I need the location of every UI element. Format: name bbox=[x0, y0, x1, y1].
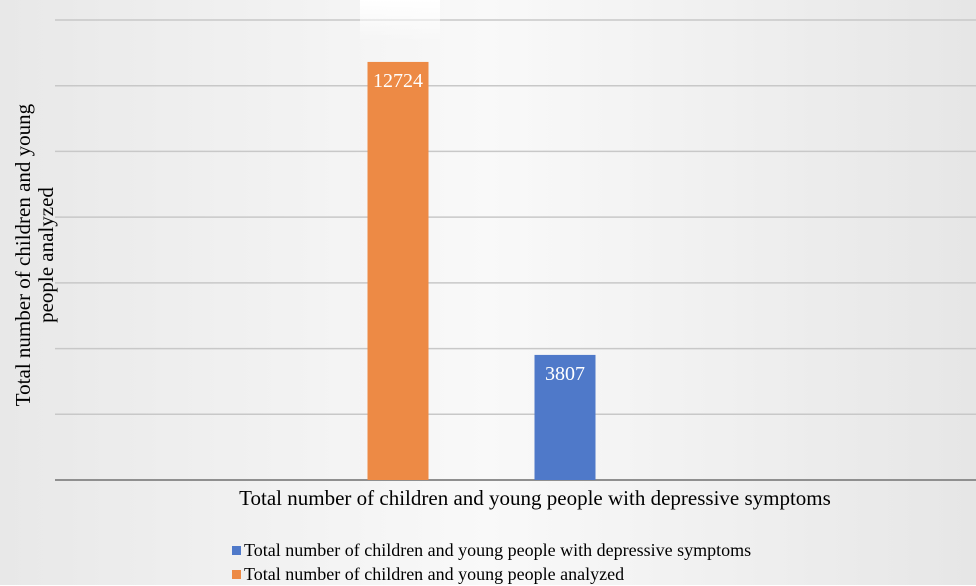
x-axis-label: Total number of children and young peopl… bbox=[239, 486, 831, 510]
bar bbox=[367, 61, 429, 480]
legend-swatch-orange bbox=[232, 569, 241, 579]
legend-label: Total number of children and young peopl… bbox=[244, 564, 625, 584]
data-label: 3807 bbox=[545, 363, 585, 385]
legend-item: Total number of children and young peopl… bbox=[232, 538, 751, 562]
legend-swatch-blue bbox=[232, 545, 241, 555]
legend: Total number of children and young peopl… bbox=[232, 538, 751, 586]
gridlines bbox=[55, 19, 976, 481]
bar bbox=[534, 354, 596, 480]
legend-item: Total number of children and young peopl… bbox=[232, 562, 751, 586]
y-axis-label: Total number of children and young peopl… bbox=[11, 103, 58, 407]
legend-label: Total number of children and young peopl… bbox=[244, 540, 752, 560]
top-fade bbox=[360, 0, 440, 42]
bars: 12724 3807 bbox=[367, 61, 596, 480]
data-label: 12724 bbox=[373, 70, 423, 92]
